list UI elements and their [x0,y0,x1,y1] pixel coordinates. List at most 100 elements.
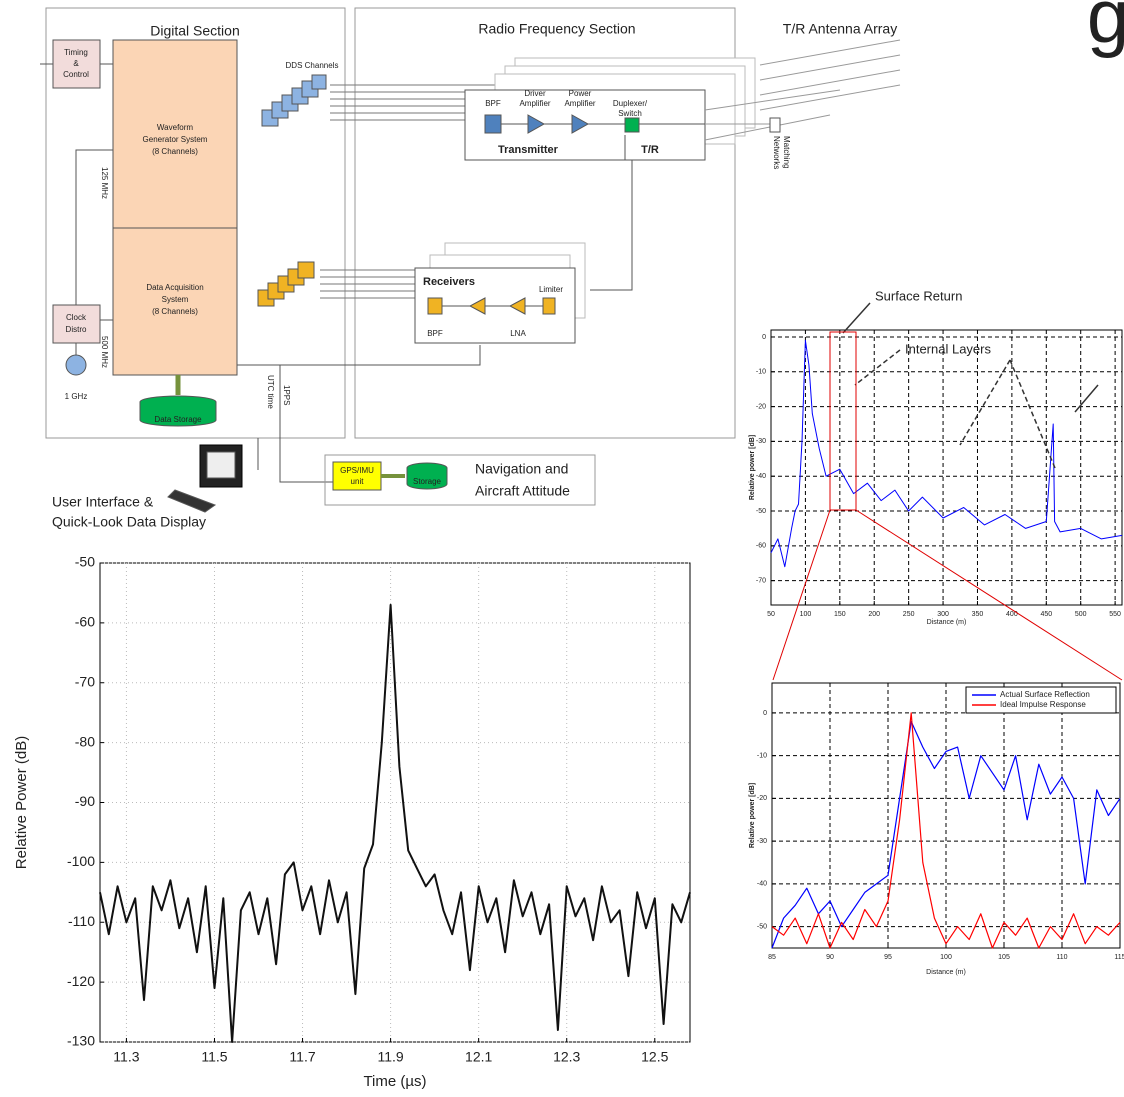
antenna-array [704,39,901,141]
x-tick-label: 90 [826,954,834,961]
y-tick-label: -130 [67,1033,95,1049]
data-line [99,603,691,1043]
y-tick-label: -110 [68,913,95,929]
label: Duplexer/ [613,99,648,108]
label: Networks [772,136,781,169]
oscillator [65,354,87,376]
x-axis-label: Distance (m) [926,969,966,976]
label: Data Acquisition [146,283,203,292]
x-axis-label: Distance (m) [927,619,967,626]
x-tick-label: 105 [998,954,1010,961]
y-tick-label: -40 [756,473,766,480]
label: 1 GHz [65,392,88,401]
zoom-box [829,331,857,511]
tx-wires [501,123,770,291]
label: T/R Antenna Array [783,21,897,37]
y-tick-label: -50 [756,508,766,515]
label: Data Storage [154,415,202,424]
corner-letter: g [1087,0,1124,59]
label: Timing [64,48,88,57]
label: BPF [427,329,443,338]
x-tick-label: 100 [800,611,812,618]
x-tick-label: 400 [1006,611,1018,618]
x-tick-label: 12.5 [641,1049,668,1065]
label: 125 MHz [100,167,109,199]
x-tick-label: 300 [937,611,949,618]
label: Waveform [157,123,193,132]
data-line [770,339,1123,568]
label: & [73,59,79,68]
nav-wires [240,364,333,483]
x-tick-label: 115 [1114,954,1124,961]
y-tick-label: -70 [75,673,95,689]
x-tick-label: 85 [768,954,776,961]
label: Matching [782,136,791,168]
label: 500 MHz [100,336,109,368]
y-tick-label: 0 [762,334,766,341]
x-tick-label: 12.1 [465,1049,492,1065]
y-tick-label: -40 [757,881,767,888]
x-tick-label: 150 [834,611,846,618]
x-tick-label: 450 [1040,611,1052,618]
label: unit [351,477,365,486]
y-tick-label: -30 [757,838,767,845]
duplexer [624,117,640,133]
label: BPF [485,99,501,108]
zoom-line [855,509,1123,681]
label: UTC time [266,375,275,409]
x-tick-label: 200 [868,611,880,618]
label: LNA [510,329,526,338]
legend-label: Actual Surface Reflection [1000,690,1090,699]
legend-label: Ideal Impulse Response [1000,700,1086,709]
label: System [162,295,189,304]
x-tick-label: 500 [1075,611,1087,618]
annotation-arrow [854,349,901,386]
diagram-labels: g Digital Section Radio Frequency Sectio… [52,0,1124,530]
label: Digital Section [150,23,240,39]
tx-bpf [484,114,502,134]
label: Quick-Look Data Display [52,514,206,530]
x-tick-label: 11.9 [377,1049,403,1065]
x-tick-label: 11.7 [289,1049,315,1065]
y-tick-label: 0 [763,710,767,717]
y-tick-label: -70 [756,577,766,584]
block-diagram [40,7,901,513]
waveform-box [112,39,238,229]
data-storage [139,402,217,427]
x-tick-label: 50 [767,611,775,618]
label: Control [63,70,89,79]
label: Receivers [423,276,475,288]
y-axis-label: Relative Power (dB) [13,736,30,869]
label: DDS Channels [286,61,339,70]
y-tick-label: -20 [756,403,766,410]
y-tick-label: -50 [757,923,767,930]
label: Aircraft Attitude [475,483,570,499]
x-tick-label: 350 [972,611,984,618]
y-tick-label: -30 [756,438,766,445]
annotation-arrow [842,302,871,334]
y-tick-label: -50 [75,554,95,570]
x-tick-label: 250 [903,611,915,618]
x-tick-label: 11.3 [113,1049,139,1065]
label: GPS/IMU [340,466,374,475]
y-tick-label: -10 [757,753,767,760]
label: Radio Frequency Section [478,21,635,37]
rf-box [354,7,736,439]
label: User Interface & [52,494,154,510]
y-tick-label: -60 [756,543,766,550]
label: Transmitter [498,144,559,156]
daq-box [112,227,238,376]
zoom-line [772,509,831,681]
x-tick-label: 95 [884,954,892,961]
chart: -50 -40 -30 -20 -10 0 85 90 95 100 105 110 115 Distan… [749,682,1124,976]
label: Amplifier [564,99,595,108]
label: Amplifier [519,99,550,108]
clock-box [52,304,101,344]
label: Driver [524,89,546,98]
label: Distro [66,325,87,334]
y-tick-label: -90 [75,793,95,809]
y-tick-label: -60 [75,614,95,630]
label: Storage [413,477,442,486]
daq-channels [257,261,315,307]
